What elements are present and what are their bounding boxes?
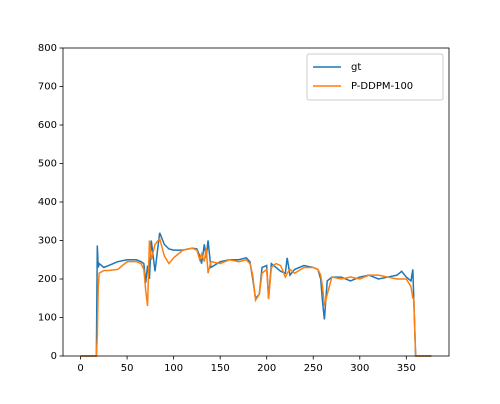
legend-label: P-DDPM-100 [351,81,413,92]
legend-label: gt [351,62,361,73]
y-tick-label: 0 [51,351,57,362]
x-tick-label: 200 [257,363,276,374]
y-tick-label: 400 [38,197,57,208]
y-tick-label: 600 [38,120,57,131]
y-tick-label: 300 [38,236,57,247]
data-line [80,236,432,357]
y-tick-label: 800 [38,43,57,54]
x-tick-label: 50 [121,363,134,374]
x-tick-label: 0 [77,363,83,374]
x-tick-label: 250 [304,363,323,374]
x-tick-label: 150 [211,363,230,374]
data-line [80,232,432,357]
plot-frame [62,47,450,357]
x-tick-label: 350 [397,363,416,374]
legend-box [306,53,444,101]
x-tick-label: 100 [164,363,183,374]
y-tick-label: 700 [38,82,57,93]
y-tick-label: 200 [38,274,57,285]
y-tick-label: 100 [38,313,57,324]
y-tick-label: 500 [38,159,57,170]
x-tick-label: 300 [350,363,369,374]
